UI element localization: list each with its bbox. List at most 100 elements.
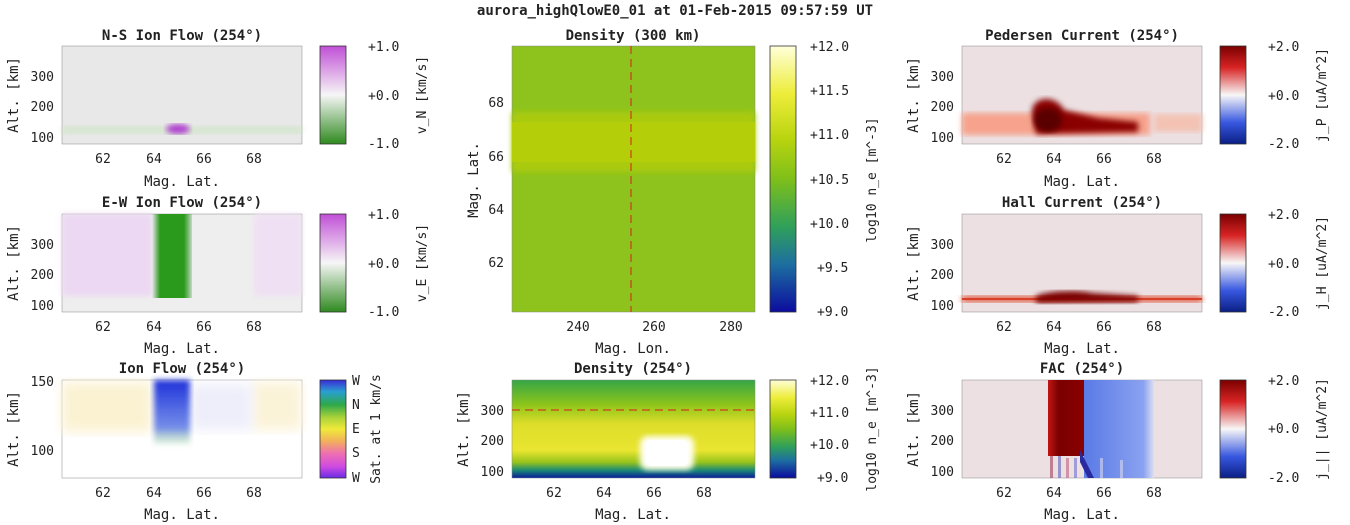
y-tick: 64 <box>488 203 504 218</box>
panel-pedersen-current: Pedersen Current (254°) 100 200 300 62 6… <box>906 28 1330 190</box>
heat-feature-downward <box>1084 380 1154 478</box>
streak <box>1074 458 1077 478</box>
heat-feature-flow <box>152 214 192 298</box>
x-tick: 64 <box>146 320 162 335</box>
heat-band-mid <box>512 122 755 162</box>
y-ticks: 100 200 300 <box>31 238 54 314</box>
panel-title: N-S Ion Flow (254°) <box>102 28 262 44</box>
cb-tick: -2.0 <box>1268 137 1299 152</box>
figure-title: aurora_highQlowE0_01 at 01-Feb-2015 09:5… <box>476 3 874 19</box>
x-label: Mag. Lat. <box>595 507 671 523</box>
x-tick: 66 <box>646 486 662 501</box>
heat-feature-upward <box>1048 380 1084 456</box>
y-ticks: 100 150 <box>31 375 54 459</box>
colorbar-ticks: +1.0 +0.0 -1.0 <box>368 208 399 320</box>
y-label: Alt. [km] <box>6 57 22 133</box>
x-tick: 64 <box>596 486 612 501</box>
cb-tick: W <box>352 374 360 389</box>
x-tick: 66 <box>196 486 212 501</box>
panel-title: Ion Flow (254°) <box>119 361 245 377</box>
colorbar <box>319 379 347 479</box>
y-tick: 300 <box>931 404 954 419</box>
x-ticks: 62 64 66 68 <box>546 486 712 501</box>
y-tick: 100 <box>481 465 504 480</box>
x-tick: 260 <box>642 320 665 335</box>
y-ticks: 100 200 300 <box>931 238 954 314</box>
y-ticks: 100 200 300 <box>931 70 954 146</box>
cb-tick: W <box>352 471 360 486</box>
x-tick: 66 <box>196 152 212 167</box>
colorbar-label: j_|| [uA/m^2] <box>1315 378 1330 480</box>
y-ticks: 100 200 300 <box>481 404 504 480</box>
cb-tick: +9.5 <box>817 261 848 276</box>
colorbar-ticks: +2.0 +0.0 -2.0 <box>1268 374 1299 486</box>
x-tick: 68 <box>696 486 712 501</box>
x-tick: 68 <box>1146 486 1162 501</box>
panel-ew-ion-flow: E-W Ion Flow (254°) 100 200 300 62 64 66… <box>6 195 430 357</box>
cb-tick: +2.0 <box>1268 208 1299 223</box>
colorbar <box>1219 379 1247 479</box>
y-tick: 300 <box>481 404 504 419</box>
y-label: Mag. Lat. <box>466 142 482 218</box>
y-tick: 200 <box>31 268 54 283</box>
heat-feature-core <box>1034 108 1062 132</box>
y-tick: 300 <box>931 70 954 85</box>
colorbar-label: j_P [uA/m^2] <box>1315 48 1330 142</box>
colorbar-ticks: W N E S W <box>352 374 360 486</box>
streak <box>1050 456 1053 478</box>
colorbar-label: j_H [uA/m^2] <box>1315 216 1330 310</box>
x-ticks: 62 64 66 68 <box>996 486 1162 501</box>
colorbar <box>1219 45 1247 145</box>
streak <box>1066 458 1069 478</box>
x-ticks: 62 64 66 68 <box>95 152 262 167</box>
colorbar-ticks: +2.0 +0.0 -2.0 <box>1268 208 1299 320</box>
cb-tick: +1.0 <box>368 40 399 55</box>
colorbar <box>769 45 797 313</box>
cb-tick: +9.0 <box>817 471 848 486</box>
heat-streaks <box>1050 456 1123 478</box>
cb-tick: +0.0 <box>1268 422 1299 437</box>
x-tick: 280 <box>719 320 742 335</box>
cb-tick: -2.0 <box>1268 305 1299 320</box>
y-tick: 100 <box>31 131 54 146</box>
x-tick: 62 <box>996 152 1012 167</box>
colorbar-label: v_E [km/s] <box>415 224 430 302</box>
cb-tick: +0.0 <box>1268 89 1299 104</box>
x-ticks: 62 64 66 68 <box>996 320 1162 335</box>
panel-title: Density (254°) <box>574 361 692 377</box>
plot-area <box>511 379 756 479</box>
colorbar <box>769 379 797 479</box>
y-tick: 100 <box>31 444 54 459</box>
x-label: Mag. Lat. <box>1044 507 1120 523</box>
colorbar-label: log10 n_e [m^-3] <box>865 117 880 242</box>
cb-tick: +0.0 <box>1268 257 1299 272</box>
x-tick: 68 <box>1146 320 1162 335</box>
cb-tick: +11.5 <box>810 84 849 99</box>
x-label: Mag. Lat. <box>144 341 220 357</box>
x-tick: 62 <box>546 486 562 501</box>
heat-feature-flow <box>154 380 190 444</box>
y-ticks: 100 200 300 <box>31 70 54 146</box>
panel-title: FAC (254°) <box>1040 361 1124 377</box>
cb-tick: +1.0 <box>368 208 399 223</box>
y-tick: 100 <box>931 131 954 146</box>
panel-density-254: Density (254°) 100 200 300 62 64 66 68 M… <box>456 361 880 523</box>
x-tick: 240 <box>566 320 589 335</box>
heat-region-east <box>252 382 302 430</box>
y-label: Alt. [km] <box>6 225 22 301</box>
panel-title: Pedersen Current (254°) <box>985 28 1179 44</box>
y-tick: 300 <box>31 238 54 253</box>
cb-tick: N <box>352 398 360 413</box>
y-tick: 150 <box>31 375 54 390</box>
heat-feature-dense-core <box>646 440 688 466</box>
heat-region-west <box>62 214 152 296</box>
cb-tick: -1.0 <box>368 305 399 320</box>
heat-feature-edge <box>1080 450 1094 478</box>
colorbar-label: Sat. at 1 km/s <box>369 374 384 484</box>
heat-region-west <box>62 382 152 432</box>
cb-tick: +10.0 <box>810 217 849 232</box>
y-ticks: 100 200 300 <box>931 404 954 480</box>
x-tick: 62 <box>996 320 1012 335</box>
cb-tick: +11.0 <box>810 406 849 421</box>
